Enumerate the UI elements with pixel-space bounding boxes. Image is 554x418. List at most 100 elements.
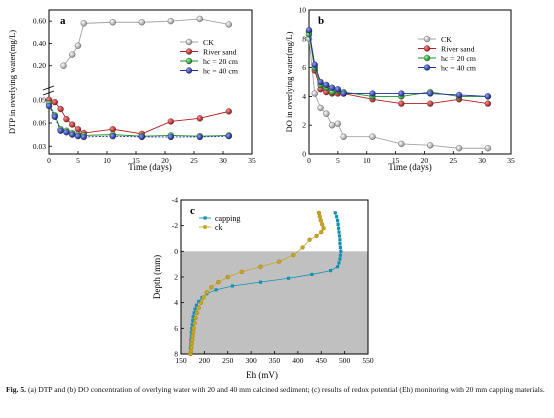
panel-b-ck-point <box>328 122 336 129</box>
panel-b-hc-40-cm-point <box>328 84 336 91</box>
panel-a-river-sand-point <box>225 108 232 115</box>
panel-a-river-sand-point <box>196 115 203 122</box>
panel-c-ck-point <box>204 290 209 295</box>
panel-c-ck-point <box>291 253 296 258</box>
panel-a-label: a <box>60 15 66 27</box>
panel-c-ck-point <box>314 233 319 239</box>
panel-a-hc-40-cm-point <box>69 131 76 138</box>
panel-a-hc-40-cm-point <box>138 133 145 141</box>
panel-b-frame <box>308 9 512 155</box>
panel-c-capping-point <box>258 280 263 284</box>
panel-a-hc-40-cm-point <box>196 133 203 141</box>
panel-a-lower-ytick-label: 0.09 <box>33 95 46 104</box>
panel-c-capping-point <box>214 288 218 292</box>
panel-a-xlabel: Time (days) <box>128 162 171 172</box>
panel-a-xtick-label: 15 <box>132 156 140 165</box>
panel-c-ck-point <box>189 345 194 350</box>
panel-b-legend-marker <box>423 35 431 43</box>
panel-c-capping-point <box>191 315 195 319</box>
panel-c-ck-point <box>191 330 196 335</box>
panel-a-river-sand-point <box>74 126 82 133</box>
panel-c-ytick-label: 4 <box>174 298 178 307</box>
panel-b-ytick-label: 10 <box>299 6 307 15</box>
panel-c-ck-point <box>307 237 312 242</box>
panel-a-ck-point <box>69 51 76 58</box>
panel-c-capping-point <box>338 257 342 261</box>
panel-b-river-sand-point <box>427 100 434 107</box>
panel-c-capping-point <box>337 234 342 238</box>
panel-c-ck-point <box>196 305 201 310</box>
panel-b-xlabel: Time (days) <box>388 162 431 172</box>
panel-a-xtick-label: 35 <box>248 156 256 165</box>
panel-b-legend-label: hc = 20 cm <box>441 54 476 63</box>
caption-label: Fig. 5. <box>6 385 27 394</box>
panel-b-ytick-label: 6 <box>302 63 306 72</box>
panel-c-ck-point <box>319 229 324 235</box>
panel-a-legend-label: River sand <box>203 48 237 57</box>
caption-text: (a) DTP and (b) DO concentration of over… <box>26 385 545 394</box>
panel-c-ytick-label: 2 <box>174 273 178 282</box>
panel-a: a 0.20 0.40 0.60 0.03 0.06 0.09 0 5 10 15 20 25 30… <box>7 9 256 172</box>
panel-c-ytick-label: 8 <box>174 350 178 359</box>
panel-b-hc-40-cm-point <box>484 93 492 100</box>
panel-b-ck-point <box>334 120 342 127</box>
panel-a-river-sand-point <box>57 105 64 113</box>
panel-c-xtick-label: 200 <box>199 356 211 365</box>
panel-b-label: b <box>318 15 324 27</box>
panel-a-legend-label: CK <box>203 38 214 47</box>
panel-a-xtick-label: 0 <box>47 156 51 165</box>
panel-c-capping-point <box>338 245 343 250</box>
panel-b-ck-point <box>323 110 330 117</box>
panel-b-ck-point <box>427 142 434 149</box>
panel-c-ck-point <box>277 259 282 264</box>
panel-c-capping-point <box>336 222 340 226</box>
panel-a-legend-marker <box>185 67 193 74</box>
panel-c-capping-point <box>335 215 339 219</box>
panel-b-y-ticks: 0 2 4 6 8 10 <box>299 6 312 159</box>
panel-a-hc-40-cm-point <box>74 133 82 140</box>
panel-c-ck-point <box>216 279 221 285</box>
panel-c-capping-point <box>337 230 341 234</box>
panel-b-legend-marker <box>423 45 431 52</box>
panel-c-capping-point <box>286 276 291 280</box>
panel-c-ck-point <box>316 210 322 215</box>
panel-c-legend-marker <box>203 216 207 220</box>
panel-c-ytick-label: -4 <box>172 196 178 205</box>
panel-c-xlabel: Eh (mV) <box>246 370 278 380</box>
panel-c-ytick-label: 6 <box>174 324 178 333</box>
panel-c-legend-marker <box>203 225 207 229</box>
panel-c-label: c <box>190 205 195 217</box>
panel-c-capping-point <box>192 311 196 315</box>
panel-a-xtick-label: 25 <box>190 156 198 165</box>
panel-a-ck-point <box>167 17 174 25</box>
panel-b-ytick-label: 4 <box>302 92 306 101</box>
panel-c-ck-point <box>189 341 194 346</box>
panel-a-river-sand-point <box>63 115 70 123</box>
panel-c-ck-point <box>188 351 193 357</box>
panel-a-legend-label: hc = 20 cm <box>203 57 238 66</box>
panel-b-xtick-label: 25 <box>450 156 458 165</box>
panel-c-ck-point <box>192 321 197 326</box>
panel-a-upper-y-ticks: 0.20 0.40 0.60 <box>33 17 52 70</box>
panel-c-x-ticks: 150 200 250 300 350 400 450 500 550 <box>175 351 374 365</box>
panel-a-frame <box>48 9 253 155</box>
panel-b-hc-40-cm-point <box>398 90 405 97</box>
panel-c-capping-point <box>190 322 194 327</box>
panel-c-ck-point <box>225 274 230 280</box>
panel-a-legend-marker <box>185 57 193 65</box>
panel-b-ck-point <box>311 90 318 97</box>
panel-b-legend-label: hc = 40 cm <box>441 64 476 73</box>
panel-b-xtick-label: 35 <box>507 156 515 165</box>
panel-b-ylabel: DO in overlying water(mg/L) <box>284 31 294 132</box>
panel-a-ck-point <box>196 15 203 23</box>
panel-b-legend-marker <box>423 64 431 71</box>
panel-a-hc-40-cm-point <box>57 127 64 134</box>
panel-a-ylabel: DTP in overlying water(mg/L) <box>7 30 17 134</box>
panel-c-capping-point <box>336 226 341 230</box>
panel-a-river-sand-point <box>109 126 116 133</box>
panel-a-ck-point <box>74 42 82 49</box>
panel-a-upper-ytick-label: 0.60 <box>33 17 46 26</box>
